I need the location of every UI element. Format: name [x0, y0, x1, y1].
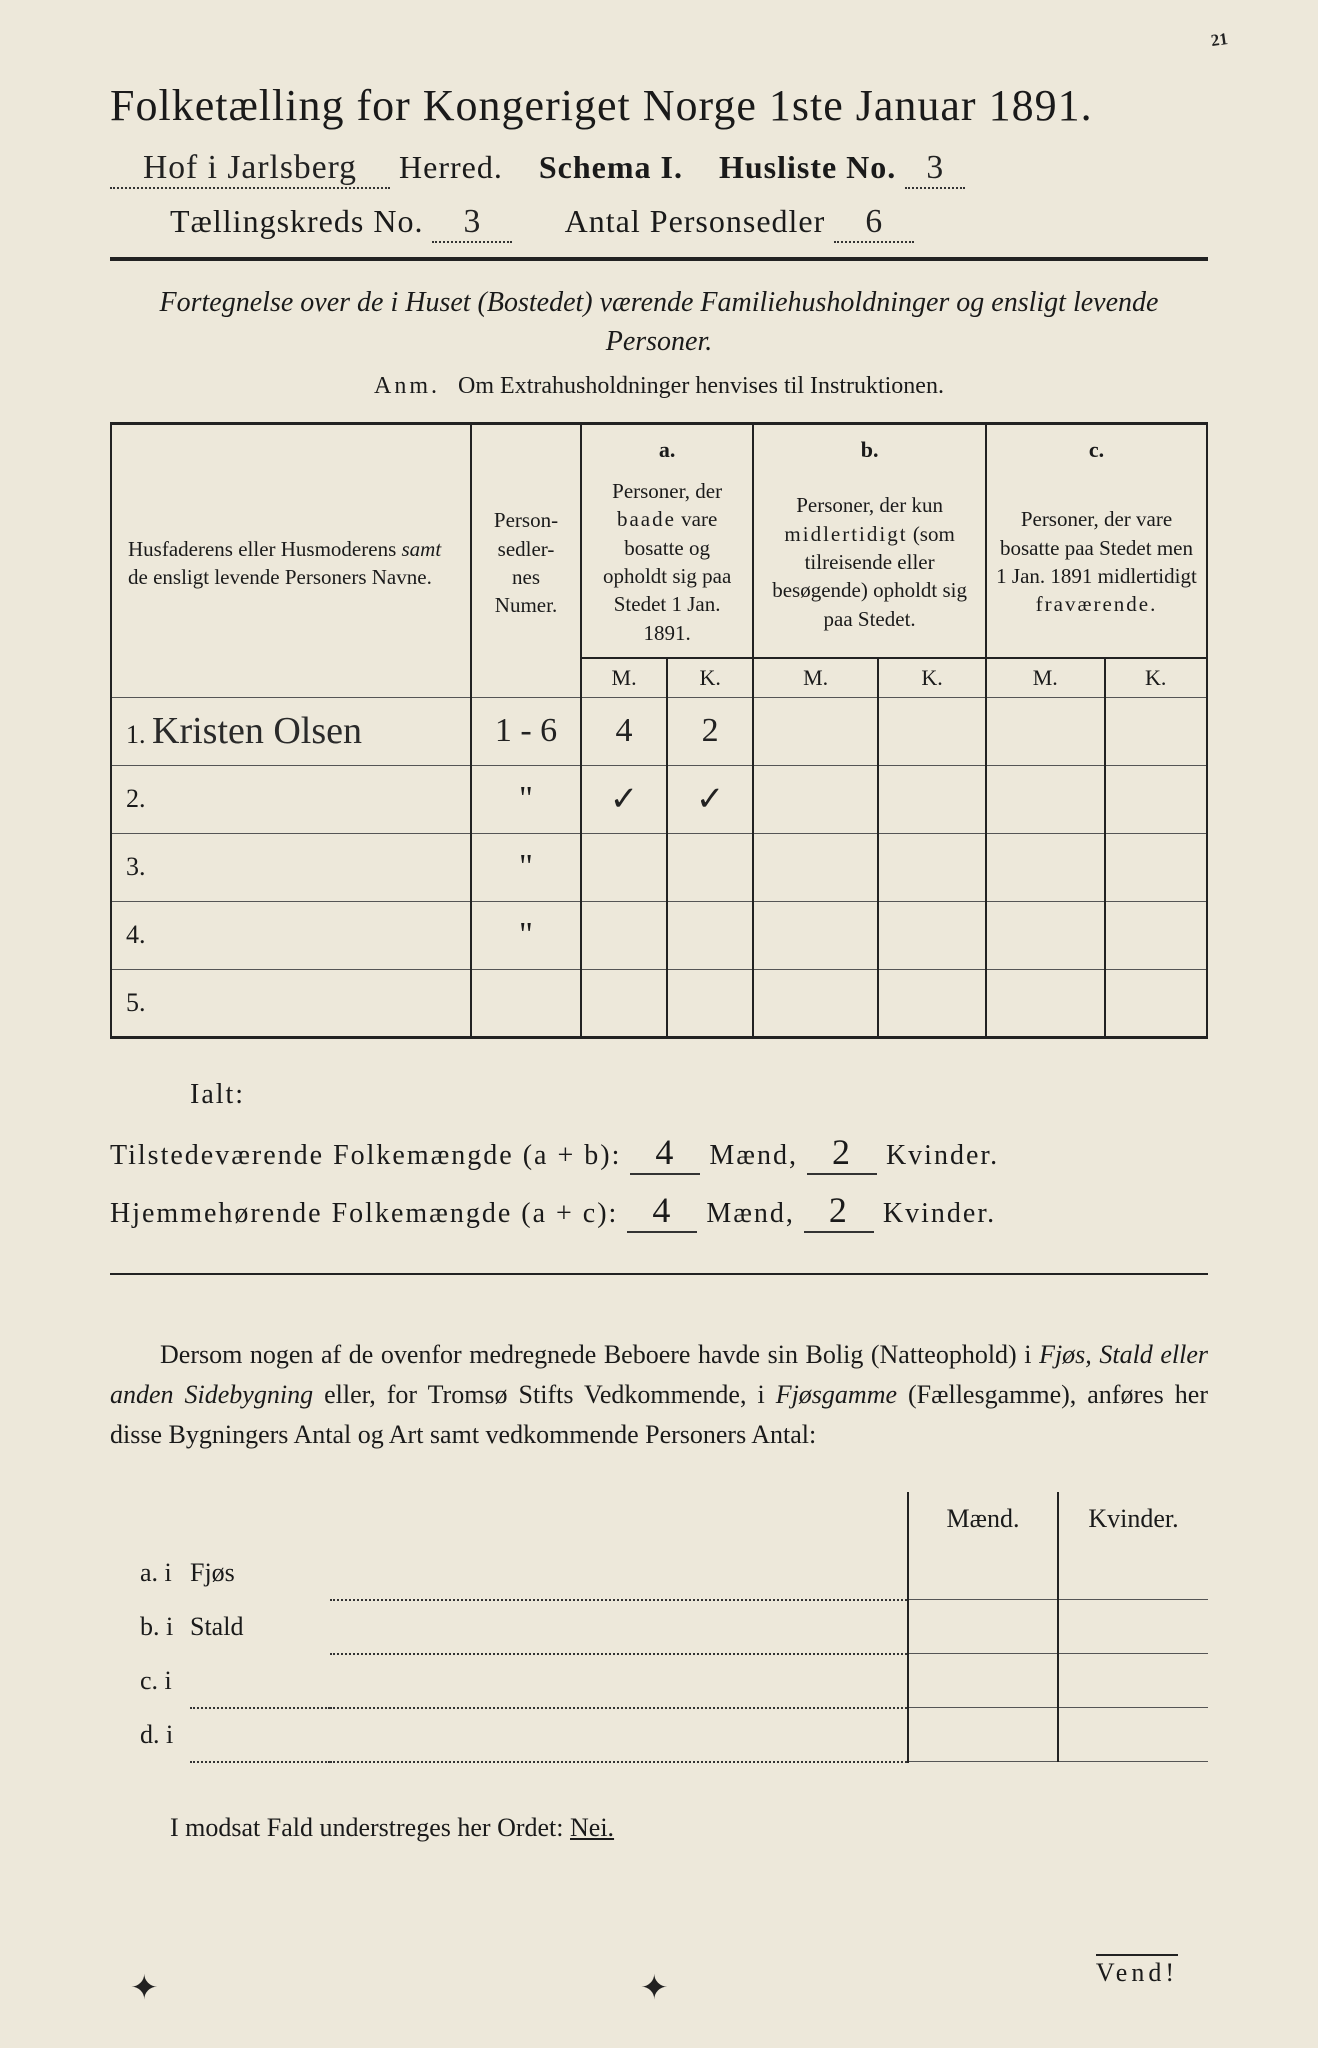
col-b-label: b. [753, 424, 986, 471]
cell-b-k [878, 697, 986, 765]
divider [110, 1273, 1208, 1275]
person-name: Kristen Olsen [152, 710, 362, 752]
col-a-desc: Personer, der baade vare bosatte og opho… [581, 471, 753, 658]
outbuilding-row: c. i [110, 1654, 1208, 1708]
col-c-label: c. [986, 424, 1207, 471]
col-header-numer: Person- sedler- nes Numer. [471, 424, 581, 697]
col-maend: Mænd. [908, 1492, 1058, 1546]
hjemme-kvinder: 2 [804, 1189, 874, 1233]
personsedler-label: Antal Personsedler [565, 203, 826, 239]
outbuilding-row: d. i [110, 1708, 1208, 1762]
herred-value: Hof i Jarlsberg [110, 149, 390, 189]
tilstede-kvinder: 2 [807, 1131, 877, 1175]
cell-a-m: 4 [581, 697, 667, 765]
cell-num: " [471, 901, 581, 969]
table-row: 1. Kristen Olsen 1 - 6 4 2 [111, 697, 1207, 765]
hjemme-maend: 4 [627, 1189, 697, 1233]
vend-label: Vend! [1096, 1954, 1178, 1988]
col-kvinder: Kvinder. [1058, 1492, 1208, 1546]
husliste-value: 3 [905, 149, 965, 189]
col-a-label: a. [581, 424, 753, 471]
divider [110, 257, 1208, 261]
outbuilding-row: a. i Fjøs [110, 1546, 1208, 1600]
husliste-label: Husliste No. [719, 149, 896, 185]
census-table: Husfaderens eller Husmoderens samt de en… [110, 422, 1208, 1038]
anm-line: Anm. Om Extrahusholdninger henvises til … [110, 373, 1208, 400]
outbuilding-row: b. i Stald [110, 1600, 1208, 1654]
cell-num: 1 - 6 [471, 697, 581, 765]
header-row-herred: Hof i Jarlsberg Herred. Schema I. Huslis… [110, 149, 1208, 189]
header-row-kreds: Tællingskreds No. 3 Antal Personsedler 6 [110, 203, 1208, 243]
table-row: 3. " [111, 833, 1207, 901]
cell-a-m: ✓ [581, 765, 667, 833]
col-b-desc: Personer, der kun midlertidigt (som tilr… [753, 471, 986, 658]
table-row: 4. " [111, 901, 1207, 969]
cell-a-k: ✓ [667, 765, 753, 833]
cell-b-m [753, 697, 878, 765]
col-a-k: K. [667, 658, 753, 697]
col-c-m: M. [986, 658, 1105, 697]
kreds-label: Tællingskreds No. [170, 203, 423, 239]
intro-text: Fortegnelse over de i Huset (Bostedet) v… [110, 283, 1208, 361]
herred-label: Herred. [399, 149, 503, 185]
cell-num: " [471, 765, 581, 833]
totals-block: Ialt: Tilstedeværende Folkemængde (a + b… [110, 1079, 1208, 1233]
col-b-k: K. [878, 658, 986, 697]
document-title: Folketælling for Kongeriget Norge 1ste J… [110, 80, 1208, 131]
outbuildings-table: Mænd. Kvinder. a. i Fjøs b. i Stald c. i… [110, 1492, 1208, 1763]
cell-num: " [471, 833, 581, 901]
nei-line: I modsat Fald understreges her Ordet: Ne… [110, 1813, 1208, 1843]
cell-a-k: 2 [667, 697, 753, 765]
col-c-k: K. [1105, 658, 1208, 697]
col-b-m: M. [753, 658, 878, 697]
kreds-value: 3 [432, 203, 512, 243]
col-header-names: Husfaderens eller Husmoderens samt de en… [111, 424, 471, 697]
table-row: 5. [111, 969, 1207, 1037]
tilstedevaerende-line: Tilstedeværende Folkemængde (a + b): 4 M… [110, 1131, 1208, 1175]
page-number-annotation: 21 [1210, 29, 1229, 51]
ialt-title: Ialt: [190, 1079, 1208, 1111]
schema-label: Schema I. [539, 149, 683, 185]
col-a-m: M. [581, 658, 667, 697]
nei-word: Nei. [570, 1813, 614, 1842]
outbuilding-paragraph: Dersom nogen af de ovenfor medregnede Be… [110, 1335, 1208, 1456]
col-c-desc: Personer, der vare bosatte paa Stedet me… [986, 471, 1207, 658]
anm-text: Om Extrahusholdninger henvises til Instr… [458, 373, 944, 399]
personsedler-value: 6 [834, 203, 914, 243]
hjemmehorende-line: Hjemmehørende Folkemængde (a + c): 4 Mæn… [110, 1189, 1208, 1233]
tilstede-maend: 4 [630, 1131, 700, 1175]
cell-c-k [1105, 697, 1208, 765]
anm-label: Anm. [374, 373, 440, 399]
table-row: 2. " ✓ ✓ [111, 765, 1207, 833]
mark-icon: ✦ [640, 1968, 669, 2008]
cell-c-m [986, 697, 1105, 765]
mark-icon: ✦ [130, 1968, 159, 2008]
